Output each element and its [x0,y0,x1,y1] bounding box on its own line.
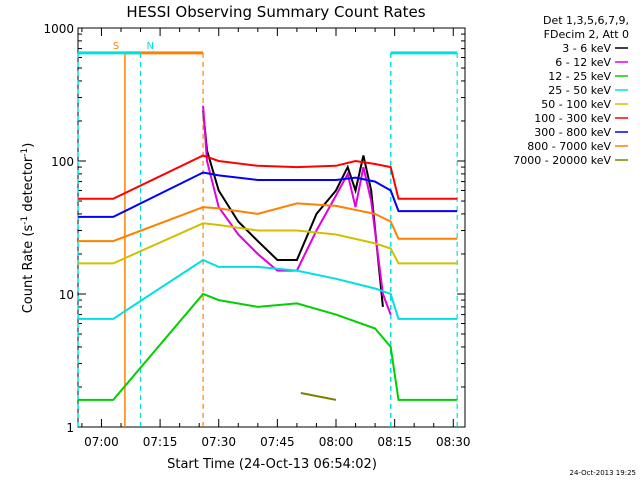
chart-title: HESSI Observing Summary Count Rates [126,3,425,21]
series-line [202,105,392,315]
series-line [202,110,384,308]
x-tick-label: 08:00 [319,435,354,449]
legend-label: 100 - 300 keV [534,112,611,125]
footer-timestamp: 24-Oct-2013 19:25 [570,469,636,477]
legend-label: 6 - 12 keV [555,56,611,69]
legend-label: 25 - 50 keV [548,84,611,97]
x-tick-label: 07:15 [143,435,178,449]
flag-label: S [113,41,119,52]
legend-label: 300 - 800 keV [534,126,611,139]
ylabel-part: Count Rate (s [21,225,36,314]
series-line [78,202,458,243]
legend-label: 7000 - 20000 keV [513,154,611,167]
y-tick-label: 1 [66,421,74,435]
ylabel-part: ) [21,143,36,148]
series-line [78,258,458,320]
y-axis-label: Count Rate (s-1 detector-1) [20,143,36,314]
data-series [78,105,458,401]
series-line [78,292,458,401]
legend-header: FDecim 2, Att 0 [544,28,629,41]
legend: Det 1,3,5,6,7,9,FDecim 2, Att 03 - 6 keV… [513,14,629,167]
ylabel-superscript: -1 [20,148,30,157]
series-line [78,222,458,265]
ylabel-superscript: -1 [20,216,30,225]
x-tick-label: 08:30 [436,435,471,449]
flag-label: N [147,41,154,52]
x-tick-label: 08:15 [377,435,412,449]
plot-frame [77,27,466,428]
series-line [78,154,458,200]
legend-label: 3 - 6 keV [562,42,611,55]
x-tick-label: 07:00 [84,435,119,449]
y-axis-ticks: 1 10 100 1000 [43,22,465,435]
y-tick-label: 10 [59,288,74,302]
legend-label: 12 - 25 keV [548,70,611,83]
y-tick-label: 1000 [43,22,74,36]
x-axis-ticks: 07:00 07:15 07:30 07:45 08:00 08:15 08:30 [81,28,471,449]
series-line [78,171,458,218]
ylabel-part: detector [21,156,36,216]
x-axis-label: Start Time (24-Oct-13 06:54:02) [167,457,377,472]
legend-label: 50 - 100 keV [541,98,611,111]
legend-label: 800 - 7000 keV [527,140,611,153]
y-tick-label: 100 [51,155,74,169]
x-tick-label: 07:45 [260,435,295,449]
legend-header: Det 1,3,5,6,7,9, [543,14,629,27]
series-line [300,392,337,401]
x-tick-label: 07:30 [201,435,236,449]
